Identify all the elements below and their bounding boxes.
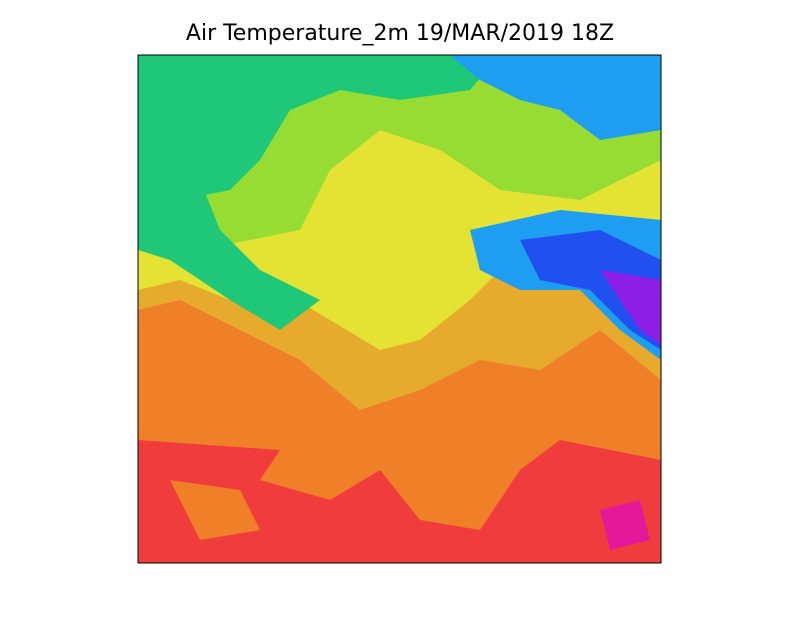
map-frame [137, 54, 662, 564]
temperature-field [138, 55, 661, 563]
map-title: Air Temperature_2m 19/MAR/2019 18Z [186, 21, 614, 46]
